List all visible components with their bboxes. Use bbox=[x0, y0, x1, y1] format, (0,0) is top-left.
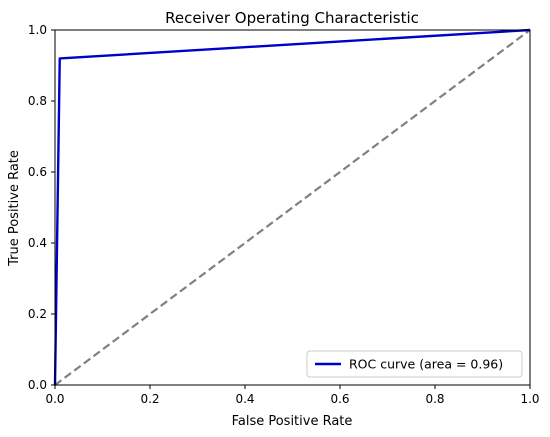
x-tick-label: 0.6 bbox=[330, 392, 349, 406]
x-tick-label: 0.4 bbox=[235, 392, 254, 406]
chance-diagonal-line bbox=[54, 29, 531, 386]
legend-box bbox=[306, 350, 523, 378]
y-tick-label: 0.2 bbox=[28, 307, 47, 321]
x-axis-label: False Positive Rate bbox=[232, 414, 353, 429]
legend: ROC curve (area = 0.96) bbox=[306, 350, 523, 378]
x-tick-label: 0.8 bbox=[425, 392, 444, 406]
x-axis: 0.0 0.2 0.4 0.6 0.8 1.0 bbox=[45, 385, 540, 406]
chart-title: Receiver Operating Characteristic bbox=[165, 9, 419, 27]
x-tick-label: 0.2 bbox=[140, 392, 159, 406]
x-tick-label: 0.0 bbox=[45, 392, 64, 406]
roc-curve-line bbox=[53, 28, 531, 386]
y-tick-label: 1.0 bbox=[28, 23, 47, 37]
plot-frame bbox=[54, 29, 531, 386]
y-tick-label: 0.6 bbox=[28, 165, 47, 179]
y-tick-label: 0.0 bbox=[28, 378, 47, 392]
x-tick-label: 1.0 bbox=[520, 392, 539, 406]
y-tick-label: 0.8 bbox=[28, 94, 47, 108]
plot-area bbox=[53, 28, 531, 386]
legend-label-roc: ROC curve (area = 0.96) bbox=[349, 357, 503, 372]
y-tick-label: 0.4 bbox=[28, 236, 47, 250]
y-axis-label: True Positive Rate bbox=[7, 150, 22, 267]
y-axis: 0.0 0.2 0.4 0.6 0.8 1.0 bbox=[28, 23, 55, 392]
